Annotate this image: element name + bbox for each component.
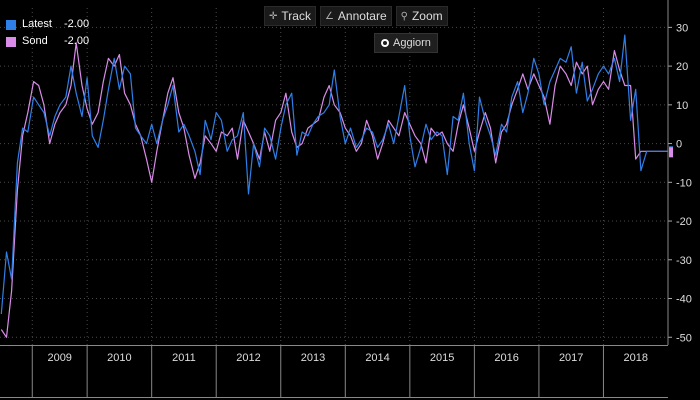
y-tick-label: 20 [676,61,688,73]
annotate-label: Annotare [337,9,387,23]
plot-background [0,0,668,345]
x-tick-label: 2015 [430,352,454,364]
legend-swatch-sond [6,36,16,47]
crosshair-icon: ✛ [269,10,278,22]
x-tick-label: 2012 [236,352,260,364]
legend: Latest -2.00 Sond -2.00 [6,16,89,50]
track-button[interactable]: ✛ Track [264,6,316,26]
x-tick-label: 2018 [623,352,647,364]
legend-label-sond: Sond [22,35,48,47]
refresh-icon [381,39,389,47]
y-tick-label: -10 [676,177,692,189]
series-line-sond [0,42,668,338]
x-tick-label: 2016 [494,352,518,364]
legend-label-latest: Latest [22,18,52,30]
x-tick-label: 2017 [559,352,583,364]
pencil-icon: ∠ [324,10,334,22]
magnifier-icon: ⚲ [400,10,408,22]
series-line-latest [0,34,668,315]
x-tick-label: 2014 [365,352,389,364]
zoom-label: Zoom [411,9,443,23]
series-layer [0,34,668,338]
x-axis-band [0,346,668,398]
legend-value-sond: -2.00 [64,35,90,47]
legend-item-latest[interactable]: Latest -2.00 [6,16,89,33]
refresh-label: Aggiorn [393,37,431,49]
y-tick-label: 30 [676,22,688,34]
y-tick-label: -50 [676,332,692,344]
y-tick-label: 0 [676,139,682,151]
track-label: Track [281,9,311,23]
legend-swatch-latest [6,19,16,30]
legend-item-sond[interactable]: Sond -2.00 [6,33,89,50]
x-tick-label: 2009 [47,352,71,364]
x-tick-label: 2013 [301,352,325,364]
annotate-button[interactable]: ∠ Annotare [319,6,392,26]
latest-marker-sond [669,147,673,158]
chart-toolbar: ✛ Track ∠ Annotare ⚲ Zoom [264,6,448,26]
y-tick-label: -30 [676,255,692,267]
zoom-button[interactable]: ⚲ Zoom [395,6,448,26]
x-tick-label: 2011 [172,352,196,364]
legend-value-latest: -2.00 [64,18,90,30]
y-tick-label: -40 [676,294,692,306]
grid-layer [0,0,668,345]
y-tick-label: 10 [676,100,688,112]
refresh-button[interactable]: Aggiorn [374,33,438,53]
y-tick-label: -20 [676,216,692,228]
x-tick-label: 2010 [107,352,131,364]
